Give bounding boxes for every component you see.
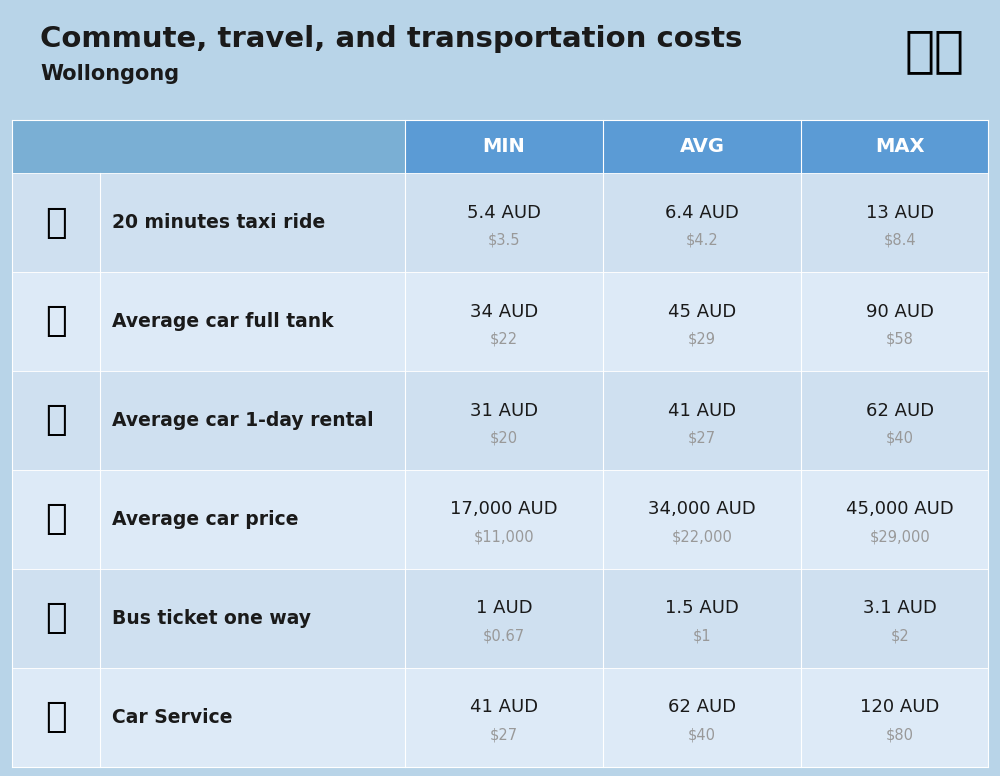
Text: $3.5: $3.5 xyxy=(488,233,520,248)
Text: $0.67: $0.67 xyxy=(483,629,525,643)
Text: $4.2: $4.2 xyxy=(686,233,718,248)
Text: 20 minutes taxi ride: 20 minutes taxi ride xyxy=(112,213,325,232)
Text: 120 AUD: 120 AUD xyxy=(860,698,940,716)
Text: 41 AUD: 41 AUD xyxy=(470,698,538,716)
Text: $58: $58 xyxy=(886,332,914,347)
Text: $8.4: $8.4 xyxy=(884,233,916,248)
Text: $20: $20 xyxy=(490,431,518,445)
Text: 🇦🇺: 🇦🇺 xyxy=(905,27,965,75)
Text: Wollongong: Wollongong xyxy=(40,64,179,84)
Text: 45 AUD: 45 AUD xyxy=(668,303,736,320)
Text: 1.5 AUD: 1.5 AUD xyxy=(665,599,739,618)
Text: Average car full tank: Average car full tank xyxy=(112,312,334,331)
Text: $2: $2 xyxy=(891,629,909,643)
Text: $40: $40 xyxy=(688,728,716,743)
Text: $29: $29 xyxy=(688,332,716,347)
Text: 13 AUD: 13 AUD xyxy=(866,203,934,222)
Text: 41 AUD: 41 AUD xyxy=(668,401,736,420)
Text: ⛽: ⛽ xyxy=(45,304,67,338)
Text: $80: $80 xyxy=(886,728,914,743)
Text: 90 AUD: 90 AUD xyxy=(866,303,934,320)
Text: Car Service: Car Service xyxy=(112,708,232,726)
Text: $11,000: $11,000 xyxy=(474,530,534,545)
Text: 1 AUD: 1 AUD xyxy=(476,599,532,618)
Text: 6.4 AUD: 6.4 AUD xyxy=(665,203,739,222)
Text: 🚕: 🚕 xyxy=(45,206,67,240)
Text: MIN: MIN xyxy=(483,137,525,156)
FancyBboxPatch shape xyxy=(12,272,988,371)
FancyBboxPatch shape xyxy=(12,120,988,173)
FancyBboxPatch shape xyxy=(12,173,988,272)
Text: $29,000: $29,000 xyxy=(870,530,930,545)
FancyBboxPatch shape xyxy=(12,569,988,667)
Text: 31 AUD: 31 AUD xyxy=(470,401,538,420)
Text: $22,000: $22,000 xyxy=(672,530,732,545)
Text: 62 AUD: 62 AUD xyxy=(668,698,736,716)
Text: Bus ticket one way: Bus ticket one way xyxy=(112,609,311,628)
Text: MAX: MAX xyxy=(875,137,925,156)
Text: $1: $1 xyxy=(693,629,711,643)
FancyBboxPatch shape xyxy=(12,470,988,569)
Text: $27: $27 xyxy=(688,431,716,445)
Text: 🚗: 🚗 xyxy=(45,700,67,734)
Text: AVG: AVG xyxy=(680,137,724,156)
Text: $22: $22 xyxy=(490,332,518,347)
Text: 3.1 AUD: 3.1 AUD xyxy=(863,599,937,618)
Text: $27: $27 xyxy=(490,728,518,743)
Text: $40: $40 xyxy=(886,431,914,445)
Text: 5.4 AUD: 5.4 AUD xyxy=(467,203,541,222)
Text: 62 AUD: 62 AUD xyxy=(866,401,934,420)
Text: 🚗: 🚗 xyxy=(45,502,67,536)
Text: Average car price: Average car price xyxy=(112,510,298,528)
Text: 🚙: 🚙 xyxy=(45,404,67,438)
Text: 🚌: 🚌 xyxy=(45,601,67,636)
Text: Average car 1-day rental: Average car 1-day rental xyxy=(112,411,374,430)
Text: 34 AUD: 34 AUD xyxy=(470,303,538,320)
FancyBboxPatch shape xyxy=(12,371,988,469)
FancyBboxPatch shape xyxy=(12,120,405,173)
Text: 17,000 AUD: 17,000 AUD xyxy=(450,501,558,518)
Text: 34,000 AUD: 34,000 AUD xyxy=(648,501,756,518)
Text: Commute, travel, and transportation costs: Commute, travel, and transportation cost… xyxy=(40,25,742,53)
FancyBboxPatch shape xyxy=(12,667,988,767)
Text: 45,000 AUD: 45,000 AUD xyxy=(846,501,954,518)
